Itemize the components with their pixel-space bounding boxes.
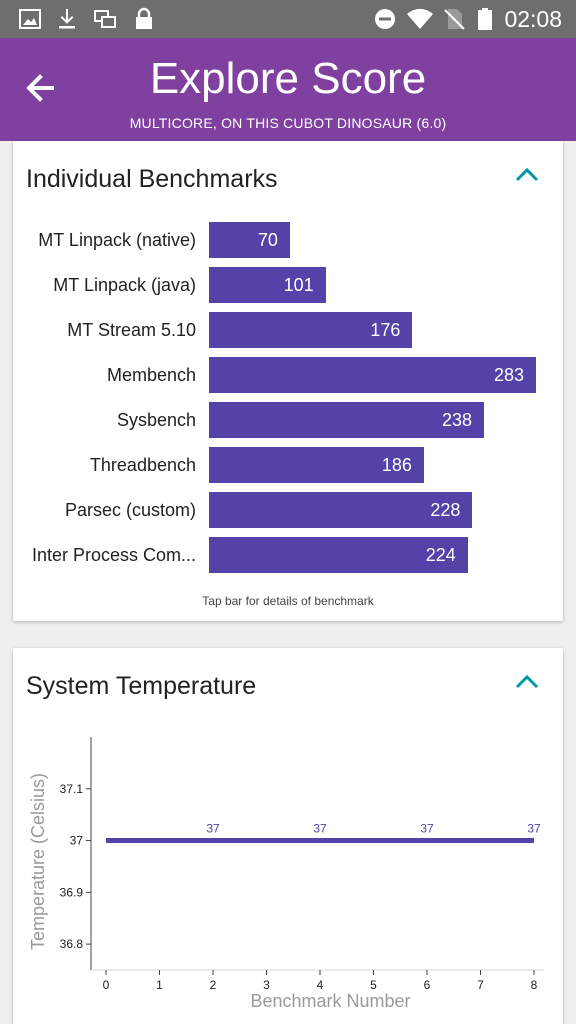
benchmark-bar[interactable]: 224 xyxy=(209,537,468,573)
screens-icon xyxy=(94,10,116,28)
data-label: 37 xyxy=(420,822,434,836)
benchmark-row[interactable]: Sysbench 238 xyxy=(13,402,563,439)
y-tick-label: 36.8 xyxy=(60,937,84,951)
benchmark-value: 238 xyxy=(441,410,472,430)
benchmark-bar[interactable]: 70 xyxy=(209,222,290,258)
x-tick-label: 5 xyxy=(370,978,377,992)
benchmark-row[interactable]: Inter Process Com... 224 xyxy=(13,537,563,574)
temperature-card-title: System Temperature xyxy=(26,672,257,700)
collapse-chevron-icon[interactable] xyxy=(513,165,541,185)
x-tick-label: 1 xyxy=(156,978,163,992)
wifi-icon xyxy=(407,8,433,29)
page-title: Explore Score xyxy=(149,54,427,103)
benchmark-value: 224 xyxy=(425,545,456,565)
benchmark-value: 176 xyxy=(370,320,401,340)
benchmark-label: Threadbench xyxy=(89,455,196,475)
data-label: 37 xyxy=(313,822,327,836)
benchmark-value: 70 xyxy=(257,230,278,250)
data-label: 37 xyxy=(206,822,220,836)
benchmark-row[interactable]: MT Linpack (java) 101 xyxy=(13,267,563,304)
benchmark-bar[interactable]: 186 xyxy=(209,447,424,483)
data-label: 37 xyxy=(527,822,541,836)
benchmark-value: 283 xyxy=(493,365,524,385)
benchmarks-card: Individual Benchmarks MT Linpack (native… xyxy=(13,141,563,621)
lock-icon xyxy=(136,7,152,29)
battery-icon xyxy=(478,8,492,30)
benchmark-row[interactable]: MT Linpack (native) 70 xyxy=(13,222,563,259)
benchmark-value: 228 xyxy=(430,500,461,520)
y-tick-label: 36.9 xyxy=(60,885,84,899)
y-tick-label: 37.1 xyxy=(60,782,84,796)
x-tick-label: 2 xyxy=(210,978,217,992)
benchmark-label: Membench xyxy=(106,365,196,385)
y-tick-label: 37 xyxy=(70,834,84,848)
benchmark-bar[interactable]: 228 xyxy=(209,492,473,528)
status-bar: 02:08 xyxy=(0,0,576,38)
benchmark-label: Inter Process Com... xyxy=(31,545,196,565)
benchmark-row[interactable]: Threadbench 186 xyxy=(13,447,563,484)
benchmark-row[interactable]: Parsec (custom) 228 xyxy=(13,492,563,529)
benchmark-label: MT Linpack (native) xyxy=(38,230,196,250)
benchmark-row[interactable]: MT Stream 5.10 176 xyxy=(13,312,563,349)
benchmark-hint: Tap bar for details of benchmark xyxy=(202,594,374,608)
x-axis-label: Benchmark Number xyxy=(250,991,410,1011)
back-arrow-icon[interactable] xyxy=(22,70,58,106)
y-axis-label: Temperature (Celsius) xyxy=(28,773,48,950)
x-tick-label: 6 xyxy=(424,978,431,992)
benchmark-bar[interactable]: 283 xyxy=(209,357,536,393)
x-tick-label: 0 xyxy=(103,978,110,992)
x-tick-label: 3 xyxy=(263,978,270,992)
page-subtitle: MULTICORE, ON THIS CUBOT DINOSAUR (6.0) xyxy=(129,115,447,131)
no-sim-icon xyxy=(444,9,465,30)
benchmark-label: MT Linpack (java) xyxy=(53,275,196,295)
benchmark-label: Sysbench xyxy=(116,410,196,430)
x-tick-label: 8 xyxy=(531,978,538,992)
benchmark-bar[interactable]: 101 xyxy=(209,267,326,303)
app-bar: Explore Score MULTICORE, ON THIS CUBOT D… xyxy=(0,38,576,141)
benchmark-value: 101 xyxy=(283,275,314,295)
do-not-disturb-icon xyxy=(375,9,395,29)
benchmark-value: 186 xyxy=(381,455,412,475)
download-icon xyxy=(59,9,75,29)
benchmark-row[interactable]: Membench 283 xyxy=(13,357,563,394)
temperature-card: System Temperature 36.8 36.9 37 37.1 0 1 2 3 4 5 6… xyxy=(13,648,563,1024)
temperature-line-chart: 36.8 36.9 37 37.1 0 1 2 3 4 5 6 7 8 Benchmark Number T… xyxy=(28,737,544,1011)
status-time: 02:08 xyxy=(504,6,562,32)
image-icon xyxy=(19,9,41,29)
benchmark-label: Parsec (custom) xyxy=(64,500,196,520)
collapse-chevron-icon[interactable] xyxy=(513,672,541,692)
x-tick-label: 4 xyxy=(317,978,324,992)
benchmark-bar[interactable]: 176 xyxy=(209,312,413,348)
x-tick-label: 7 xyxy=(477,978,484,992)
benchmark-bar[interactable]: 238 xyxy=(209,402,484,438)
benchmarks-card-title: Individual Benchmarks xyxy=(26,165,278,193)
benchmark-label: MT Stream 5.10 xyxy=(67,320,196,340)
